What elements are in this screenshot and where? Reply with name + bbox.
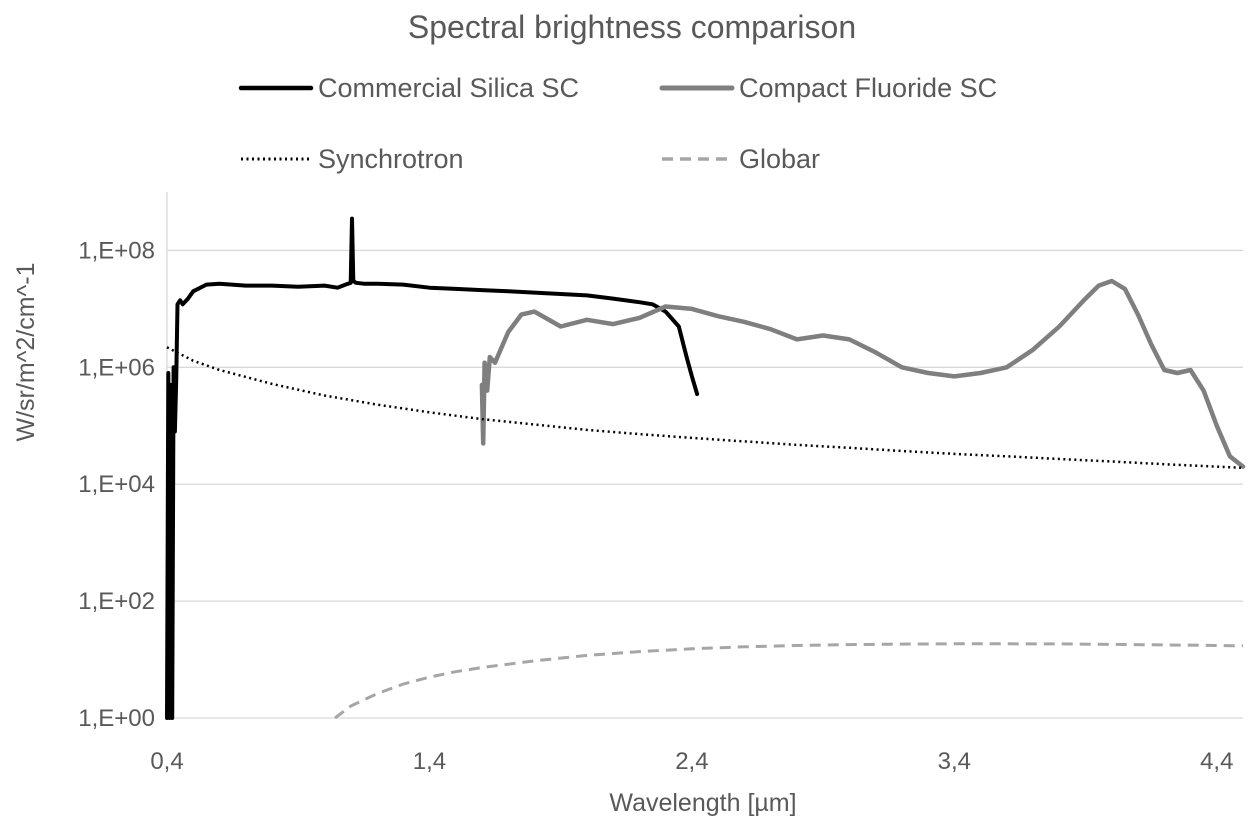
series-line-0 bbox=[165, 216, 700, 720]
y-tick-label: 1,E+08 bbox=[78, 237, 155, 264]
y-tick-label: 1,E+06 bbox=[78, 354, 155, 381]
series-line-2 bbox=[166, 346, 1244, 470]
x-axis-title: Wavelength [µm] bbox=[609, 789, 796, 817]
y-axis-title: W/sr/m^2/cm^-1 bbox=[12, 262, 40, 441]
legend-label-2: Synchrotron bbox=[318, 144, 464, 174]
x-tick-label: 4,4 bbox=[1200, 748, 1233, 775]
grid-lines bbox=[167, 249, 1243, 602]
y-axis-ticks: 1,E+00 1,E+02 1,E+04 1,E+06 1,E+08 bbox=[78, 237, 155, 732]
x-tick-label: 2,4 bbox=[675, 748, 708, 775]
series-line-1 bbox=[479, 278, 1246, 469]
axes bbox=[166, 192, 1243, 719]
series-layer bbox=[165, 216, 1246, 720]
x-tick-label: 3,4 bbox=[938, 748, 971, 775]
x-tick-label: 1,4 bbox=[413, 748, 446, 775]
chart-legend: Commercial Silica SC Compact Fluoride SC S… bbox=[238, 73, 997, 174]
chart-title: Spectral brightness comparison bbox=[408, 9, 856, 45]
legend-label-1: Compact Fluoride SC bbox=[739, 73, 997, 103]
x-axis-ticks: 0,4 1,4 2,4 3,4 4,4 bbox=[150, 748, 1233, 775]
y-tick-label: 1,E+02 bbox=[78, 588, 155, 615]
y-tick-label: 1,E+04 bbox=[78, 471, 155, 498]
y-tick-label: 1,E+00 bbox=[78, 705, 155, 732]
series-line-3 bbox=[334, 642, 1244, 720]
x-tick-label: 0,4 bbox=[150, 748, 183, 775]
legend-label-3: Globar bbox=[739, 144, 820, 174]
legend-label-0: Commercial Silica SC bbox=[318, 73, 579, 103]
